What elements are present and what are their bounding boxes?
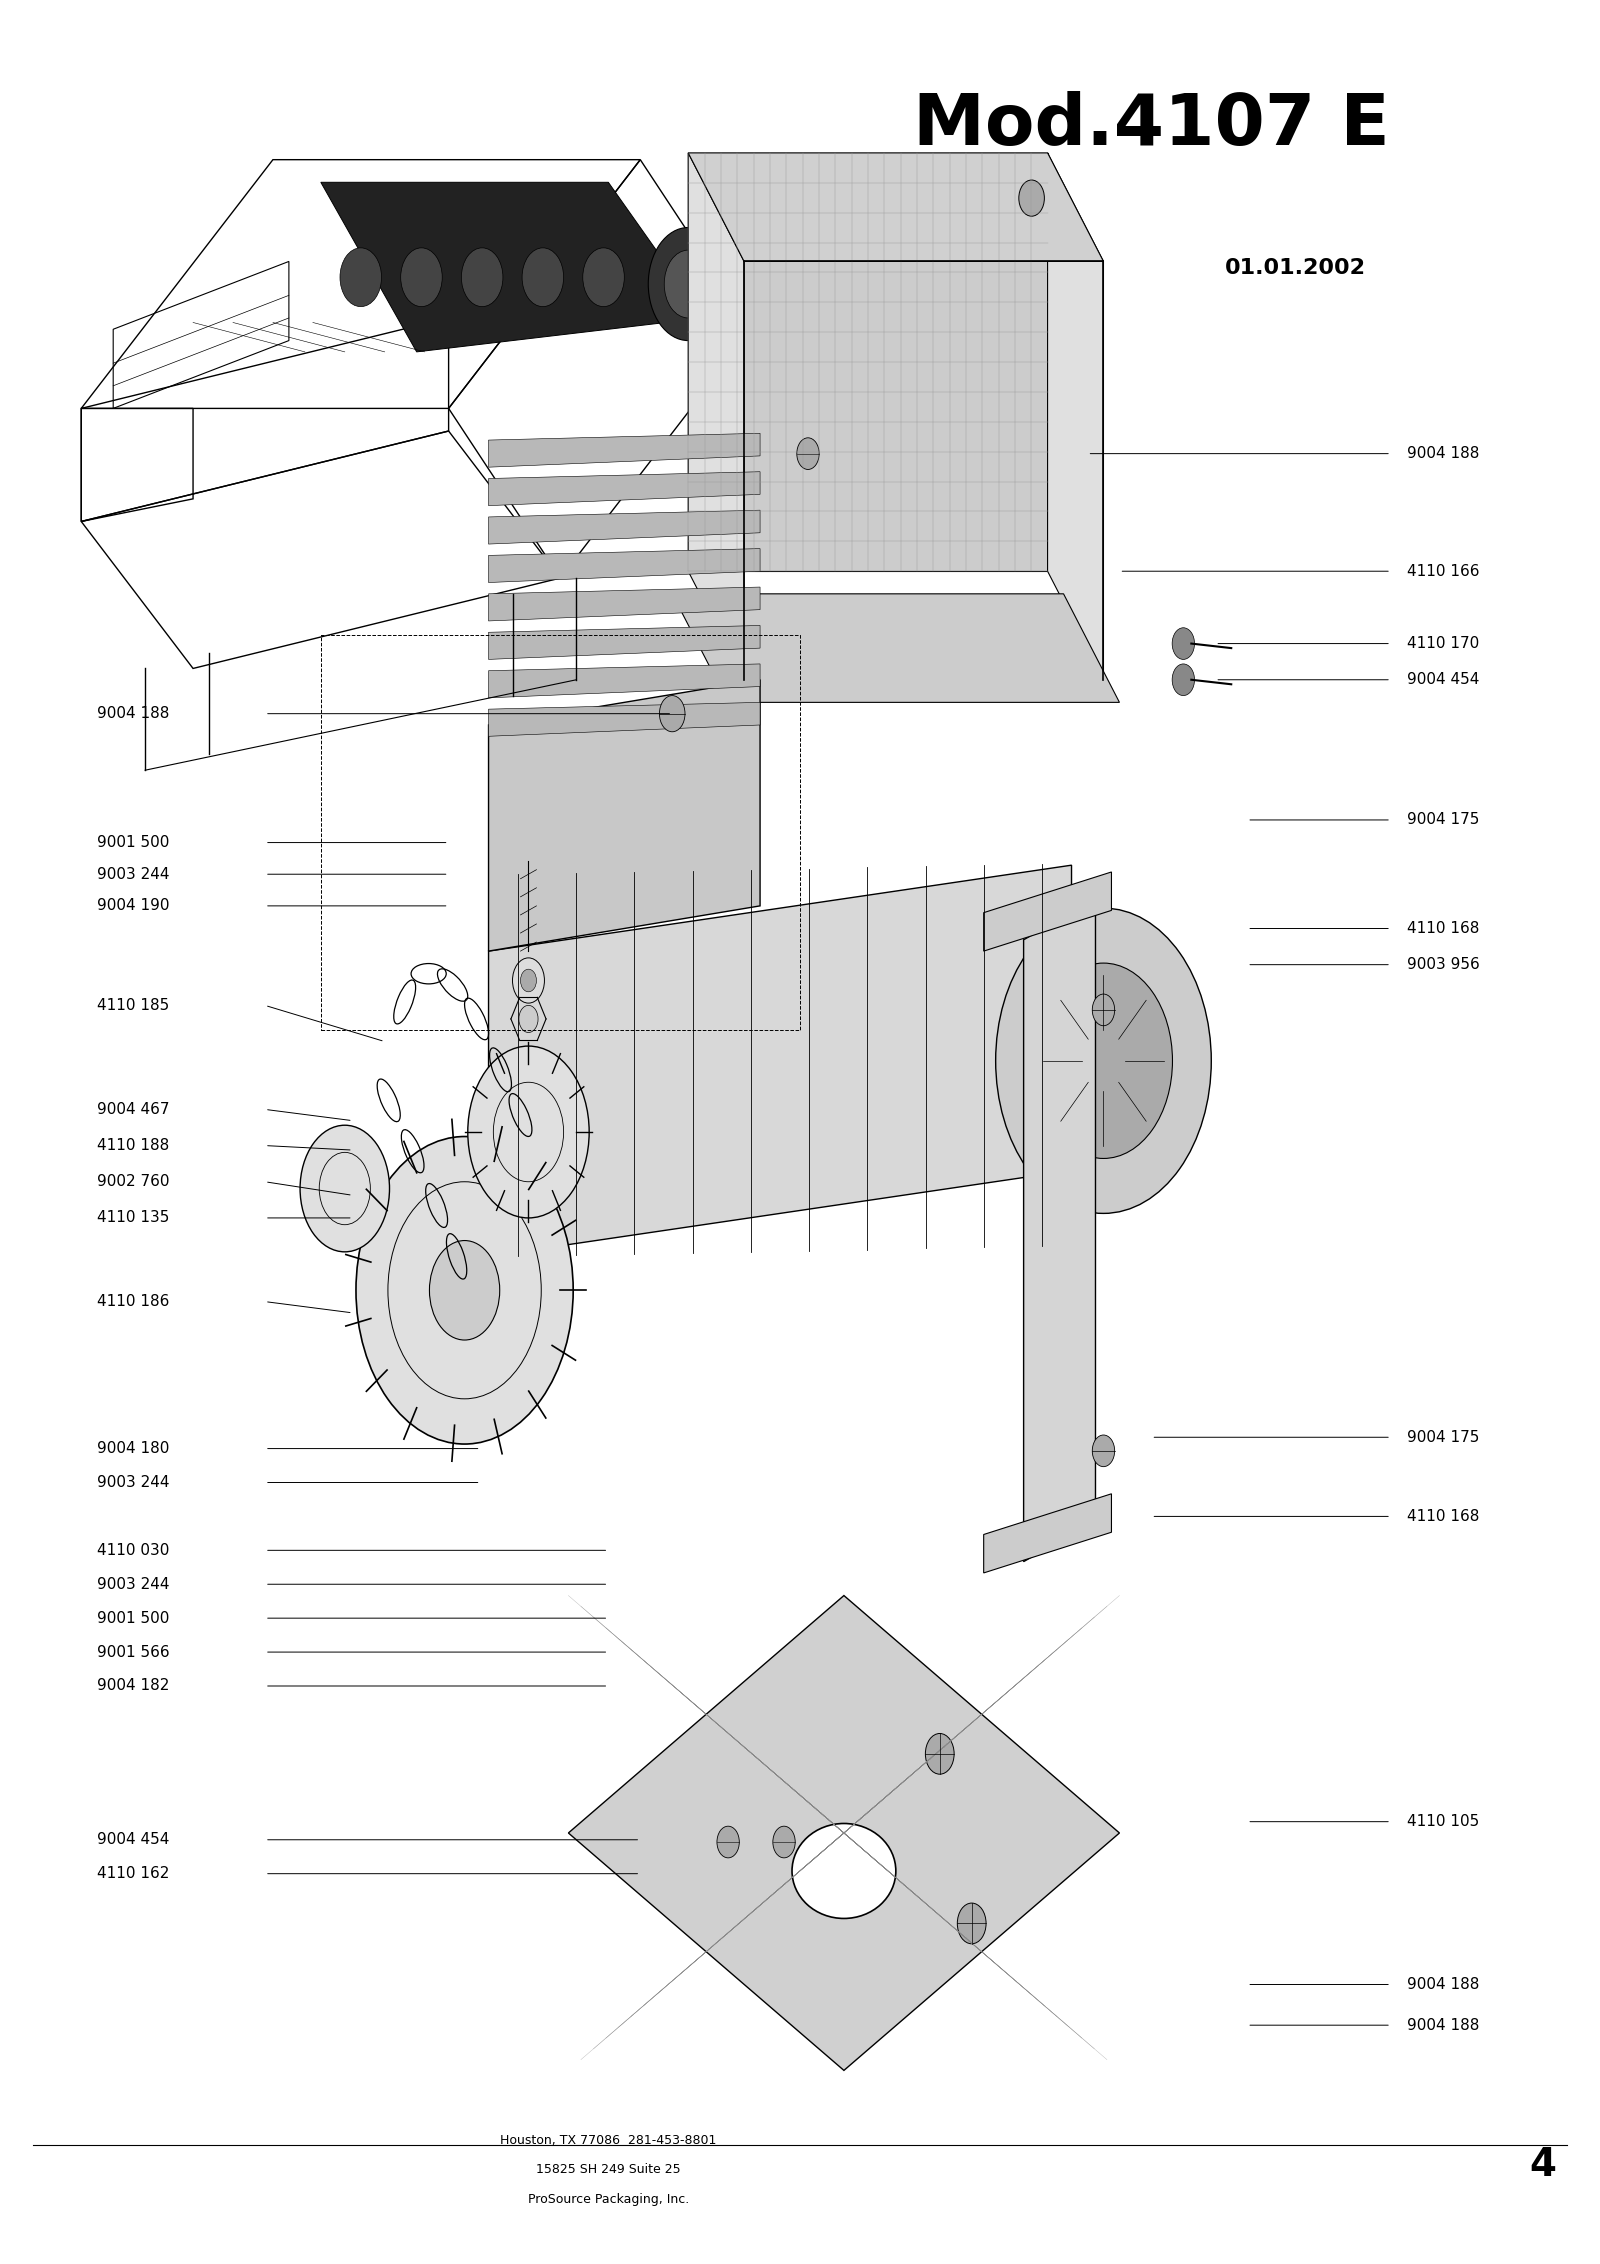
- Circle shape: [429, 1241, 499, 1340]
- Circle shape: [1173, 663, 1195, 695]
- Polygon shape: [688, 154, 1104, 260]
- Polygon shape: [488, 471, 760, 505]
- Circle shape: [301, 1125, 389, 1252]
- Text: Houston, TX 77086  281-453-8801: Houston, TX 77086 281-453-8801: [501, 2135, 717, 2146]
- Polygon shape: [322, 183, 704, 351]
- Text: 4110 188: 4110 188: [98, 1139, 170, 1152]
- Ellipse shape: [792, 1823, 896, 1918]
- Text: 9001 500: 9001 500: [98, 1610, 170, 1626]
- Circle shape: [520, 969, 536, 992]
- Text: 4110 135: 4110 135: [98, 1211, 170, 1225]
- Text: 9004 188: 9004 188: [1406, 1976, 1480, 1992]
- Circle shape: [1093, 994, 1115, 1026]
- Circle shape: [467, 1046, 589, 1218]
- Polygon shape: [1048, 154, 1104, 679]
- Text: 9004 190: 9004 190: [98, 899, 170, 912]
- Text: 9004 175: 9004 175: [1406, 813, 1480, 826]
- Circle shape: [659, 695, 685, 731]
- Circle shape: [355, 1137, 573, 1444]
- Text: 4110 185: 4110 185: [98, 998, 170, 1012]
- Circle shape: [522, 247, 563, 306]
- Text: 4110 170: 4110 170: [1406, 636, 1478, 652]
- Polygon shape: [568, 1596, 1120, 2069]
- Text: 9002 760: 9002 760: [98, 1175, 170, 1189]
- Circle shape: [664, 249, 712, 317]
- Circle shape: [512, 958, 544, 1003]
- Polygon shape: [488, 625, 760, 659]
- Text: 4110 186: 4110 186: [98, 1295, 170, 1309]
- Polygon shape: [488, 432, 760, 466]
- Text: ProSource Packaging, Inc.: ProSource Packaging, Inc.: [528, 2194, 690, 2205]
- Text: 9003 244: 9003 244: [98, 867, 170, 881]
- Circle shape: [582, 247, 624, 306]
- Polygon shape: [488, 548, 760, 582]
- Text: 9004 454: 9004 454: [1406, 672, 1480, 688]
- Circle shape: [773, 1827, 795, 1859]
- Circle shape: [1173, 627, 1195, 659]
- Polygon shape: [688, 154, 1048, 571]
- Circle shape: [995, 908, 1211, 1214]
- Text: Mod.4107 E: Mod.4107 E: [914, 91, 1390, 161]
- Polygon shape: [488, 509, 760, 543]
- Circle shape: [925, 1734, 954, 1775]
- Polygon shape: [488, 586, 760, 620]
- Text: 9004 454: 9004 454: [98, 1832, 170, 1847]
- Circle shape: [1035, 962, 1173, 1159]
- Text: 4110 030: 4110 030: [98, 1542, 170, 1558]
- Circle shape: [1019, 181, 1045, 215]
- Polygon shape: [1024, 899, 1096, 1562]
- Text: 9004 175: 9004 175: [1406, 1431, 1480, 1444]
- Text: 01.01.2002: 01.01.2002: [1224, 258, 1366, 278]
- Polygon shape: [688, 154, 744, 679]
- Circle shape: [957, 1904, 986, 1945]
- Circle shape: [797, 437, 819, 469]
- Polygon shape: [488, 865, 1072, 1257]
- Text: 9004 180: 9004 180: [98, 1442, 170, 1456]
- Text: 4110 105: 4110 105: [1406, 1813, 1478, 1829]
- Circle shape: [648, 226, 728, 340]
- Text: 9003 244: 9003 244: [98, 1474, 170, 1490]
- Text: 9004 467: 9004 467: [98, 1103, 170, 1116]
- Text: 4: 4: [1530, 2146, 1557, 2185]
- Text: 9001 566: 9001 566: [98, 1644, 170, 1660]
- Text: 9004 188: 9004 188: [1406, 446, 1480, 462]
- Polygon shape: [488, 679, 760, 951]
- Text: 9003 956: 9003 956: [1406, 958, 1480, 971]
- Circle shape: [400, 247, 442, 306]
- Polygon shape: [488, 702, 760, 736]
- Text: 9004 188: 9004 188: [1406, 2017, 1480, 2033]
- Circle shape: [461, 247, 502, 306]
- Polygon shape: [672, 593, 1120, 702]
- Text: 4110 168: 4110 168: [1406, 1508, 1480, 1524]
- Text: 4110 166: 4110 166: [1406, 564, 1480, 580]
- Circle shape: [518, 1005, 538, 1032]
- Polygon shape: [984, 1494, 1112, 1573]
- Text: 4110 168: 4110 168: [1406, 921, 1480, 935]
- Circle shape: [1093, 1435, 1115, 1467]
- Text: 15825 SH 249 Suite 25: 15825 SH 249 Suite 25: [536, 2164, 680, 2176]
- Text: 4110 162: 4110 162: [98, 1866, 170, 1881]
- Text: 9004 188: 9004 188: [98, 706, 170, 722]
- Text: 9004 182: 9004 182: [98, 1678, 170, 1693]
- Circle shape: [717, 1827, 739, 1859]
- Text: 9003 244: 9003 244: [98, 1576, 170, 1592]
- Polygon shape: [488, 663, 760, 697]
- Circle shape: [339, 247, 381, 306]
- Polygon shape: [984, 872, 1112, 951]
- Text: 9001 500: 9001 500: [98, 835, 170, 849]
